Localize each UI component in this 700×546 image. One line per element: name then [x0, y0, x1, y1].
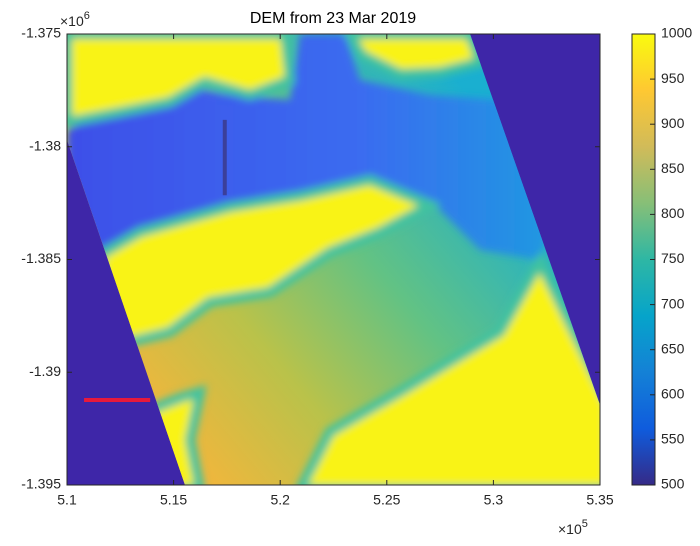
y-tick-label: -1.39 — [29, 363, 61, 379]
x-multiplier-exponent: 5 — [582, 518, 588, 530]
y-multiplier: ×106 — [60, 10, 90, 29]
x-tick-label: 5.15 — [160, 492, 187, 508]
x-multiplier-base: ×10 — [558, 521, 582, 537]
y-tick-label: -1.395 — [21, 476, 61, 492]
x-tick-label: 5.1 — [57, 492, 77, 508]
dem-image — [67, 34, 610, 490]
colorbar-tick-label: 800 — [661, 205, 685, 221]
x-tick-label: 5.2 — [270, 492, 290, 508]
colorbar-tick-label: 900 — [661, 115, 685, 131]
x-tick-label: 5.25 — [373, 492, 400, 508]
colorbar-tick-label: 1000 — [661, 25, 692, 41]
colorbar-tick-label: 500 — [661, 476, 685, 492]
colorbar-tick-label: 850 — [661, 160, 685, 176]
y-tick-label: -1.38 — [29, 137, 61, 153]
x-tick-label: 5.3 — [484, 492, 504, 508]
y-tick-label: -1.375 — [21, 25, 61, 41]
x-tick-label: 5.35 — [586, 492, 613, 508]
x-multiplier: ×105 — [558, 518, 588, 537]
colorbar-tick-label: 700 — [661, 295, 685, 311]
y-tick-label: -1.385 — [21, 250, 61, 266]
colorbar-tick-label: 600 — [661, 386, 685, 402]
y-multiplier-exponent: 6 — [84, 10, 90, 22]
colorbar-tick-label: 750 — [661, 250, 685, 266]
figure: DEM from 23 Mar 2019 ×106 ×105 5.15.155.… — [0, 0, 700, 546]
chart-title: DEM from 23 Mar 2019 — [250, 10, 416, 27]
colorbar-tick-label: 650 — [661, 340, 685, 356]
colorbar-tick-label: 950 — [661, 70, 685, 86]
y-multiplier-base: ×10 — [60, 13, 84, 29]
colorbar-tick-label: 550 — [661, 431, 685, 447]
